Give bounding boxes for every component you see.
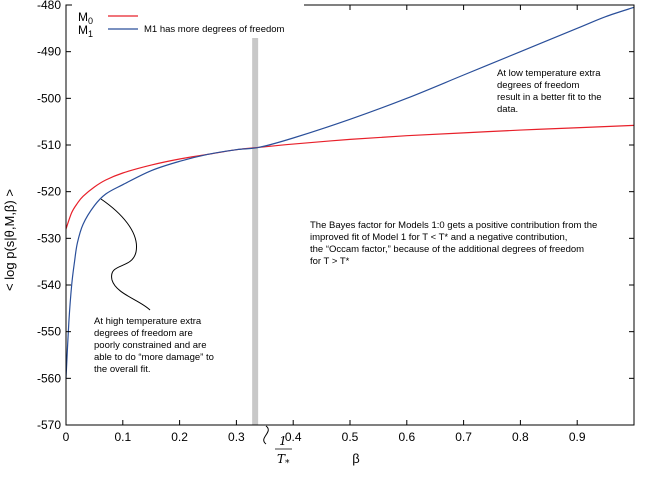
x-tick-label: 0.3 (228, 430, 245, 444)
x-tick-label: 0.9 (569, 430, 586, 444)
x-axis-ticks: 0 0.1 0.2 0.3 0.4 0.5 0.6 0.7 0.8 0.9 (63, 5, 586, 444)
x-tick-label: 0.1 (114, 430, 131, 444)
y-axis-label: < log p(s|θ,M,β) > (2, 189, 17, 291)
vertical-marker-layer (252, 5, 259, 425)
legend-m0-label: M0 (78, 10, 93, 26)
y-axis-ticks: -480 -490 -500 -510 -520 -530 -540 -550 -560 -570 (37, 0, 634, 432)
legend-item-m0: M0 (78, 10, 138, 26)
y-tick-label: -510 (37, 138, 61, 152)
y-tick-label: -520 (37, 185, 61, 199)
y-tick-label: -550 (37, 325, 61, 339)
y-tick-label: -530 (37, 231, 61, 245)
vertical-marker-band (252, 5, 259, 425)
annotation-pointer (100, 198, 151, 311)
x-axis-label: β (352, 451, 359, 466)
y-tick-label: -540 (37, 278, 61, 292)
x-tick-label: 0.4 (285, 430, 302, 444)
x-tick-label: 0.8 (512, 430, 529, 444)
annotation-high-temperature: At high temperature extra degrees of fre… (94, 316, 217, 375)
legend-background (72, 4, 304, 38)
y-tick-label: -560 (37, 371, 61, 385)
series-layer (65, 6, 635, 379)
y-tick-label: -500 (37, 91, 61, 105)
t-star-numerator: 1 (279, 434, 287, 448)
y-tick-label: -490 (37, 45, 61, 59)
annotation-bayes-factor: The Bayes factor for Models 1:0 gets a p… (310, 220, 600, 267)
t-star-label: 1 T* (275, 434, 292, 469)
x-tick-label: 0.7 (455, 430, 472, 444)
x-tick-label: 0.5 (342, 430, 359, 444)
legend-m1-note: M1 has more degrees of freedom (144, 24, 285, 35)
x-tick-label: 0 (63, 430, 70, 444)
marker-squiggle (263, 425, 269, 445)
series-line-0 (65, 124, 635, 230)
y-tick-label: -570 (37, 418, 61, 432)
series-line-1 (65, 6, 635, 379)
legend-item-m1: M1 M1 has more degrees of freedom (78, 23, 285, 39)
legend: M0 M1 M1 has more degrees of freedom (72, 4, 304, 39)
legend-m1-label: M1 (78, 23, 93, 39)
y-tick-label: -480 (37, 0, 61, 12)
x-tick-label: 0.6 (398, 430, 415, 444)
x-tick-label: 0.2 (171, 430, 188, 444)
annotation-low-temperature: At low temperature extra degrees of free… (497, 68, 604, 115)
t-star-denominator: T* (277, 452, 290, 469)
